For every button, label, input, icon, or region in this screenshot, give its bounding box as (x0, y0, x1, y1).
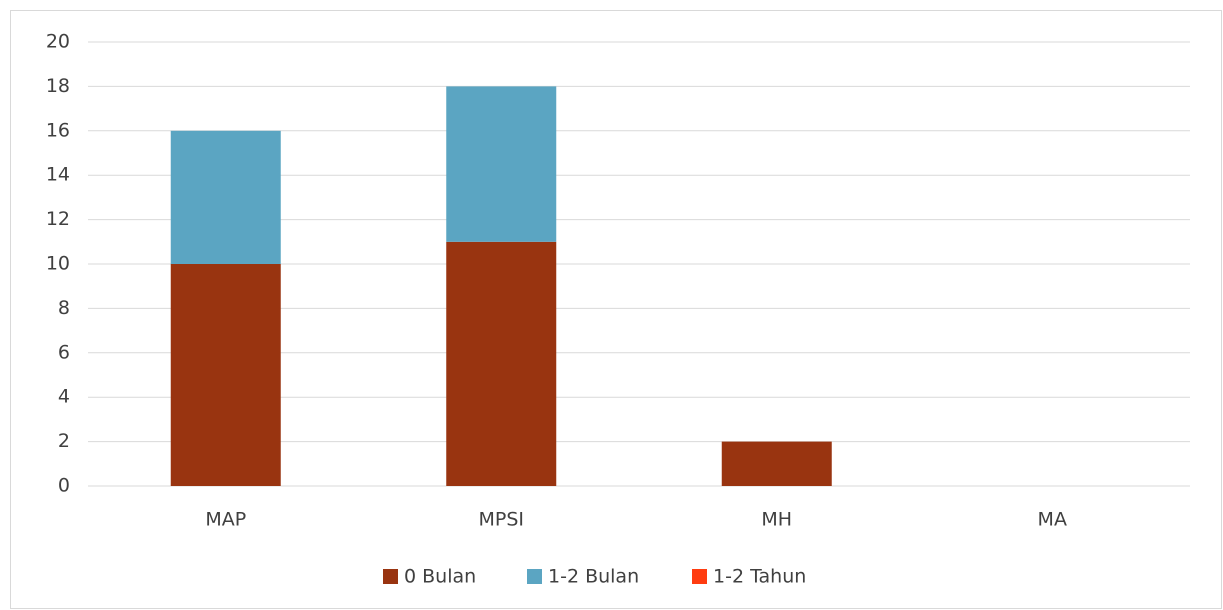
legend-swatch (527, 569, 542, 584)
y-tick-label: 8 (58, 297, 70, 319)
y-tick-label: 14 (46, 164, 70, 186)
bar-segment (170, 130, 281, 264)
y-tick-label: 0 (58, 475, 70, 497)
y-tick-label: 16 (46, 119, 70, 141)
x-tick-label: MPSI (478, 509, 524, 531)
x-tick-label: MH (761, 509, 792, 531)
bar-segment (170, 264, 281, 486)
y-tick-label: 2 (58, 430, 70, 452)
legend-swatch (692, 569, 707, 584)
y-tick-label: 12 (46, 208, 70, 230)
legend-label: 0 Bulan (404, 566, 476, 588)
bar-segment (446, 86, 557, 242)
y-tick-label: 18 (46, 75, 70, 97)
bar-segment (446, 241, 557, 486)
x-tick-label: MAP (205, 509, 246, 531)
legend-swatch (383, 569, 398, 584)
bar-segment (721, 441, 832, 486)
y-tick-label: 20 (46, 31, 70, 53)
y-tick-label: 10 (46, 253, 70, 275)
x-tick-label: MA (1038, 509, 1067, 531)
legend-label: 1-2 Tahun (713, 566, 806, 588)
legend-label: 1-2 Bulan (548, 566, 639, 588)
y-tick-label: 6 (58, 341, 70, 363)
y-tick-label: 4 (58, 386, 70, 408)
